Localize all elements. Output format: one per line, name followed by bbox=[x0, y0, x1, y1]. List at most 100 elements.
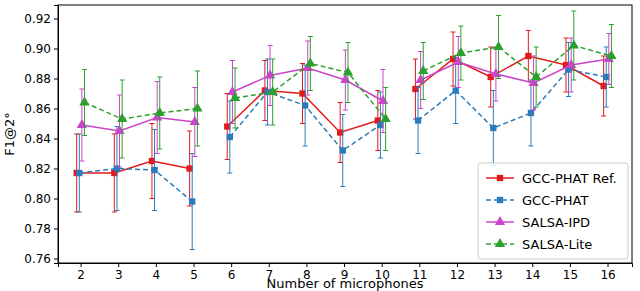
tick-label: 0.80 bbox=[24, 192, 51, 206]
tick-mark bbox=[54, 49, 58, 50]
error-bar bbox=[451, 32, 456, 86]
error-bar bbox=[491, 91, 496, 166]
tick-mark bbox=[608, 263, 609, 267]
error-bar bbox=[300, 64, 305, 124]
tick: 15 bbox=[563, 263, 578, 282]
tick-mark bbox=[231, 263, 232, 267]
tick-mark bbox=[118, 263, 119, 267]
error-bar bbox=[340, 115, 345, 187]
marker bbox=[230, 92, 240, 101]
marker bbox=[453, 56, 463, 65]
tick-mark bbox=[81, 263, 82, 267]
error-bar bbox=[112, 134, 117, 212]
tick-mark bbox=[269, 263, 270, 267]
legend-box bbox=[478, 163, 628, 259]
tick: 3 bbox=[115, 263, 123, 282]
tick: 0.78 bbox=[24, 222, 58, 236]
tick-label: 0.90 bbox=[24, 42, 51, 56]
tick-mark bbox=[495, 263, 496, 267]
marker bbox=[117, 113, 127, 122]
legend-label: GCC-PHAT Ref. bbox=[522, 171, 617, 186]
marker bbox=[305, 58, 315, 67]
tick: 12 bbox=[450, 263, 465, 282]
marker bbox=[493, 41, 503, 50]
tick-mark bbox=[54, 139, 58, 140]
tick-label: 0.88 bbox=[24, 72, 51, 86]
error-bar bbox=[77, 134, 82, 212]
marker bbox=[453, 87, 459, 93]
error-bar bbox=[526, 31, 531, 82]
tick: 0.86 bbox=[24, 102, 58, 116]
tick: 0.82 bbox=[24, 162, 58, 176]
error-bar bbox=[416, 88, 421, 154]
legend-label: SALSA-Lite bbox=[522, 237, 592, 252]
marker bbox=[302, 102, 308, 108]
plot-frame bbox=[58, 5, 632, 263]
tick: 4 bbox=[153, 263, 161, 282]
series bbox=[79, 11, 616, 158]
error-bar bbox=[227, 101, 232, 173]
tick-label: 15 bbox=[563, 268, 578, 282]
tick: 0.88 bbox=[24, 72, 58, 86]
tick-label: 4 bbox=[153, 268, 161, 282]
error-bar bbox=[149, 124, 154, 199]
error-bar bbox=[152, 130, 157, 211]
chart: 23456789101112131415160.760.780.800.820.… bbox=[0, 0, 640, 291]
legend-marker bbox=[497, 197, 503, 203]
tick-mark bbox=[532, 263, 533, 267]
error-bar bbox=[225, 94, 230, 160]
error-bar bbox=[187, 131, 192, 206]
marker bbox=[456, 47, 466, 56]
y-axis-title: F1@2° bbox=[2, 112, 17, 156]
tick: 0.80 bbox=[24, 192, 58, 206]
tick-label: 5 bbox=[190, 268, 198, 282]
marker bbox=[380, 113, 390, 122]
tick-mark bbox=[344, 263, 345, 267]
tick-label: 0.82 bbox=[24, 162, 51, 176]
tick-label: 12 bbox=[450, 268, 465, 282]
marker bbox=[192, 103, 202, 112]
legend-label: SALSA-IPD bbox=[522, 215, 590, 230]
marker bbox=[415, 74, 425, 83]
marker bbox=[76, 170, 82, 176]
x-axis-title: Number of microphones bbox=[267, 276, 424, 291]
marker bbox=[189, 198, 195, 204]
plot-area bbox=[74, 11, 617, 250]
tick-label: 13 bbox=[487, 268, 502, 282]
legend-marker bbox=[497, 175, 503, 181]
tick-mark bbox=[54, 229, 58, 230]
marker bbox=[491, 68, 501, 77]
tick-label: 0.92 bbox=[24, 12, 51, 26]
legend-marker bbox=[495, 238, 505, 247]
tick-label: 2 bbox=[77, 268, 85, 282]
marker bbox=[227, 86, 237, 95]
series-line bbox=[77, 56, 604, 173]
tick: 16 bbox=[600, 263, 615, 282]
tick: 14 bbox=[525, 263, 540, 282]
tick-mark bbox=[54, 199, 58, 200]
tick-label: 3 bbox=[115, 268, 123, 282]
tick: 5 bbox=[190, 263, 198, 282]
tick-mark bbox=[54, 79, 58, 80]
tick-mark bbox=[54, 109, 58, 110]
error-bar bbox=[528, 80, 533, 146]
marker bbox=[569, 40, 579, 49]
error-bar bbox=[303, 65, 308, 146]
tick-mark bbox=[382, 263, 383, 267]
axis-line bbox=[59, 264, 633, 268]
marker bbox=[606, 50, 616, 59]
marker bbox=[151, 167, 157, 173]
tick-label: 0.78 bbox=[24, 222, 51, 236]
marker bbox=[114, 125, 124, 134]
error-bar bbox=[413, 59, 418, 119]
marker bbox=[415, 117, 421, 123]
tick-mark bbox=[306, 263, 307, 267]
legend: GCC-PHAT Ref. GCC-PHAT SALSA-IPD SALSA-Lite bbox=[478, 163, 628, 259]
marker bbox=[525, 53, 531, 59]
series-line bbox=[82, 59, 609, 131]
marker bbox=[490, 125, 496, 131]
legend-label: GCC-PHAT bbox=[522, 193, 588, 208]
marker bbox=[268, 86, 278, 95]
marker bbox=[378, 95, 388, 104]
tick: 0.76 bbox=[24, 252, 58, 266]
